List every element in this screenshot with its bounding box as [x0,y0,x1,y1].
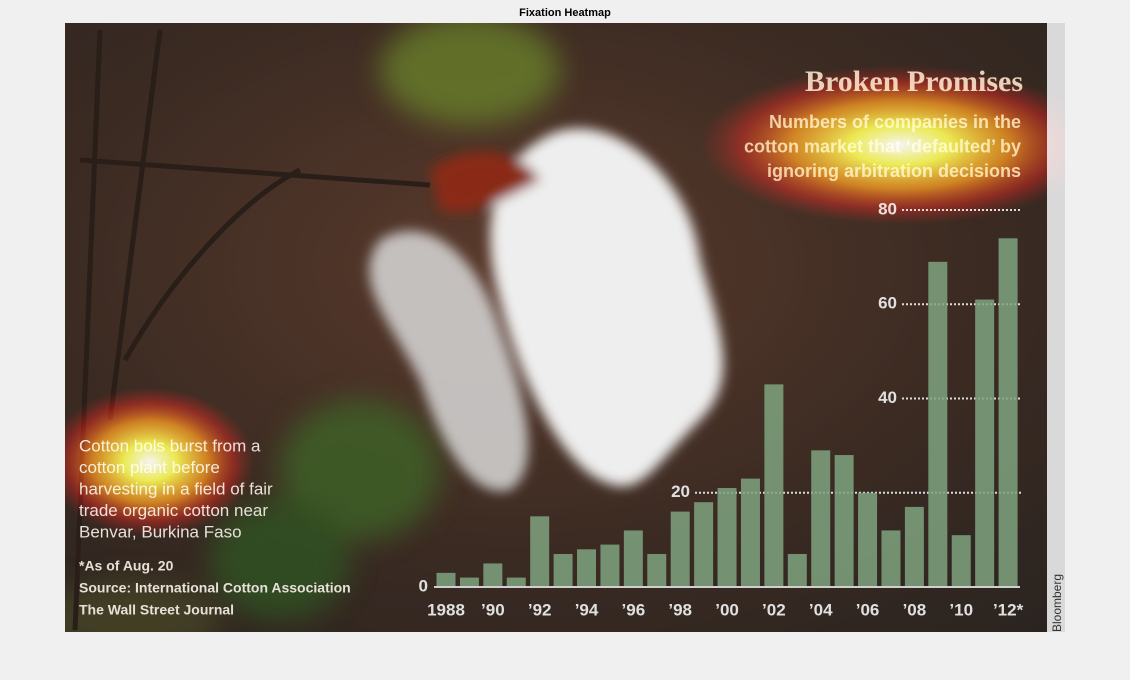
bar [530,516,550,587]
x-tick-label: ’08 [903,600,927,619]
bar [436,572,456,587]
x-tick-label: ’96 [622,600,646,619]
x-tick-label: ’00 [715,600,739,619]
bar [623,530,643,587]
bar [577,549,597,587]
bar [553,554,573,587]
bar [811,450,831,587]
figure-title: Fixation Heatmap [519,7,611,19]
source-note: The Wall Street Journal [79,602,234,618]
bar [951,535,971,587]
bar [904,506,924,587]
source-note: *As of Aug. 20 [79,558,174,574]
bar [717,488,737,587]
bar [647,554,667,587]
x-tick-label: ’10 [949,600,973,619]
bar [740,478,760,587]
bar [881,530,901,587]
bar [787,554,807,587]
x-tick-label: 1988 [427,600,465,619]
y-tick-label: 0 [419,576,428,595]
bar [600,544,620,587]
x-tick-label: ’92 [528,600,552,619]
fixation-hotspot [65,387,255,537]
credit: Bloomberg [1050,574,1064,632]
bar [483,563,503,587]
y-tick-label: 40 [878,388,897,407]
bar [998,238,1018,587]
image: 0204060801988’90’92’94’96’98’00’02’04’06… [65,23,1065,632]
bar [975,299,995,587]
y-tick-label: 60 [878,294,897,313]
bar [764,384,784,587]
source-note: Source: International Cotton Association [79,580,351,596]
fixation-hotspot [700,65,1065,225]
bar [459,577,479,587]
x-tick-label: ’94 [575,600,599,619]
x-tick-label: ’90 [481,600,505,619]
bar [928,261,948,587]
bar [834,455,854,587]
x-tick-label: ’12* [993,600,1024,619]
x-tick-label: ’02 [762,600,786,619]
bar [506,577,526,587]
bar [858,492,878,587]
y-tick-label: 20 [671,482,690,501]
bar [694,502,714,587]
x-tick-label: ’98 [668,600,692,619]
x-tick-label: ’06 [856,600,880,619]
bar [670,511,690,587]
x-tick-label: ’04 [809,600,833,619]
